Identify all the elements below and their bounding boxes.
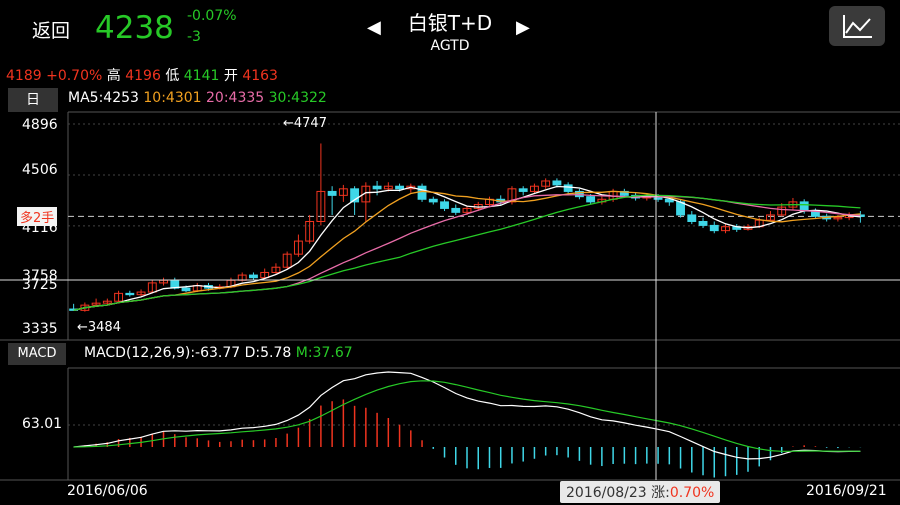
stat-high-label: 高 [106, 68, 121, 84]
ma30-value: 30:4322 [268, 90, 327, 106]
candle-body [799, 201, 809, 212]
candle-body [664, 198, 674, 203]
y-label-3725: 3725 [22, 277, 58, 293]
candle-body [293, 240, 303, 255]
candle-body [305, 220, 315, 242]
candle-body [552, 180, 562, 186]
period-button[interactable]: 日 [8, 88, 58, 112]
stat-low: 4141 [183, 68, 220, 84]
prev-product-button[interactable]: ◀ [367, 17, 381, 38]
candle-body [114, 292, 124, 302]
ma20-value: 20:4335 [206, 90, 265, 106]
change-value: -3 [187, 29, 201, 45]
price-stats: 4189 +0.70% 高 4196 低 4141 开 4163 [6, 65, 278, 85]
line-chart-icon [843, 15, 872, 38]
stat-open: 4163 [242, 68, 278, 84]
product-name: 白银T+D [407, 11, 493, 35]
cursor-date-tooltip: 2016/08/23 涨:0.70% [560, 481, 721, 503]
candle-body [586, 196, 596, 203]
macd-dea-line [73, 380, 861, 452]
candle-body [766, 214, 775, 221]
candle-body [372, 185, 382, 190]
stat-low-label: 低 [165, 68, 180, 84]
y-label-4506: 4506 [22, 162, 58, 178]
candle-body [327, 190, 337, 196]
candle-body [507, 188, 517, 203]
position-label: 多2手 [20, 211, 55, 226]
macd-m: M:37.67 [295, 345, 353, 361]
candle-body [709, 224, 719, 232]
ma30-line [73, 194, 861, 312]
stat-open-label: 开 [223, 68, 238, 84]
low-annotation: ←3484 [77, 320, 121, 335]
candle-body [249, 274, 258, 279]
last-price: 4238 [95, 10, 174, 46]
candle-body [125, 292, 135, 296]
macd-legend: MACD(12,26,9):-63.77 D:5.78 M:37.67 [84, 345, 353, 361]
macd-d: D:5.78 [244, 345, 292, 361]
chart-toggle-button[interactable] [829, 6, 885, 46]
candle-body [698, 220, 708, 226]
candle-body [440, 201, 449, 209]
candle-body [282, 253, 292, 268]
cursor-change-label: 涨: [651, 485, 670, 501]
stat-high: 4196 [125, 68, 161, 84]
product-code: AGTD [430, 38, 470, 54]
candle-body [687, 214, 697, 222]
next-product-button[interactable]: ▶ [516, 17, 530, 38]
candle-body [428, 198, 438, 203]
ma10-line [73, 190, 861, 312]
candle-body [541, 180, 551, 187]
candle-body [417, 185, 427, 200]
candle-body [316, 190, 326, 222]
candle-body [777, 206, 787, 216]
date-start: 2016/06/06 [67, 483, 148, 499]
candle-body [361, 185, 371, 203]
candle-body [91, 302, 101, 306]
macd-axis-label: 63.01 [22, 416, 63, 432]
y-label-3758: 3758 [22, 268, 58, 284]
candle-body [260, 271, 270, 279]
ma5-line [73, 185, 861, 312]
candle-body [147, 282, 157, 293]
stat-price: 4189 [6, 68, 42, 84]
back-button[interactable]: 返回 [32, 20, 71, 42]
high-annotation: ←4747 [283, 116, 327, 131]
candle-body [406, 185, 416, 190]
candle-body [530, 185, 539, 192]
stat-pct: +0.70% [46, 68, 103, 84]
candle-body [271, 266, 281, 273]
candle-body [721, 226, 730, 232]
candle-body [451, 207, 461, 213]
candle-body [395, 185, 404, 190]
ma5-value: MA5:4253 [68, 90, 139, 106]
candle-body [338, 188, 348, 196]
macd-value: MACD(12,26,9):-63.77 [84, 345, 241, 361]
ma10-value: 10:4301 [143, 90, 202, 106]
cursor-change: 0.70% [669, 485, 715, 501]
candle-body [102, 300, 112, 304]
change-percent: -0.07% [187, 8, 237, 24]
position-badge: 多2手 [17, 207, 58, 226]
indicator-button[interactable]: MACD [8, 343, 66, 365]
y-label-4896: 4896 [22, 117, 58, 133]
y-label-3335: 3335 [22, 321, 58, 337]
candle-body [563, 184, 573, 192]
candle-body [350, 188, 360, 203]
date-end: 2016/09/21 [806, 483, 887, 499]
candle-body [181, 287, 191, 292]
candle-body [518, 188, 528, 192]
candle-body [833, 217, 843, 220]
cursor-date: 2016/08/23 [566, 485, 647, 501]
ma-legend: MA5:4253 10:4301 20:4335 30:4322 [68, 90, 327, 106]
candle-body [136, 291, 146, 296]
candle-body [383, 185, 393, 190]
macd-dif-line [73, 371, 861, 460]
candle-body [462, 207, 472, 213]
